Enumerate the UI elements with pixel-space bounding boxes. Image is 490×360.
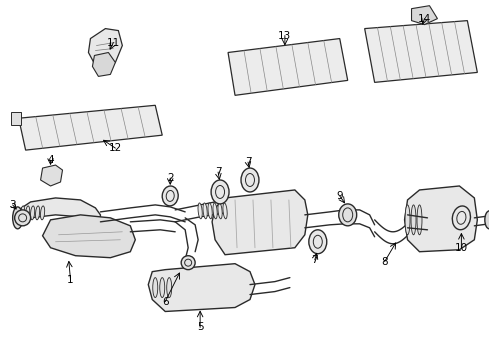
Text: 10: 10 bbox=[455, 243, 468, 253]
Ellipse shape bbox=[213, 203, 217, 219]
Text: 11: 11 bbox=[107, 37, 120, 48]
Ellipse shape bbox=[452, 206, 470, 230]
Ellipse shape bbox=[13, 207, 23, 229]
Text: 3: 3 bbox=[9, 200, 16, 210]
Polygon shape bbox=[405, 186, 477, 252]
Text: 12: 12 bbox=[109, 143, 122, 153]
Ellipse shape bbox=[198, 203, 202, 219]
Ellipse shape bbox=[405, 205, 410, 235]
Polygon shape bbox=[212, 190, 308, 255]
Polygon shape bbox=[412, 6, 438, 24]
Ellipse shape bbox=[203, 203, 207, 219]
Polygon shape bbox=[41, 165, 63, 186]
Ellipse shape bbox=[30, 206, 35, 220]
Ellipse shape bbox=[218, 203, 222, 219]
Ellipse shape bbox=[309, 230, 327, 254]
Ellipse shape bbox=[411, 205, 416, 235]
Ellipse shape bbox=[241, 168, 259, 192]
Text: 7: 7 bbox=[245, 157, 251, 167]
Text: 4: 4 bbox=[47, 155, 54, 165]
Polygon shape bbox=[11, 112, 21, 125]
Ellipse shape bbox=[339, 204, 357, 226]
Ellipse shape bbox=[21, 206, 24, 220]
Ellipse shape bbox=[160, 278, 165, 298]
Polygon shape bbox=[365, 21, 477, 82]
Ellipse shape bbox=[417, 205, 422, 235]
Ellipse shape bbox=[167, 278, 172, 298]
Polygon shape bbox=[228, 39, 348, 95]
Ellipse shape bbox=[153, 278, 158, 298]
Ellipse shape bbox=[485, 211, 490, 229]
Text: 8: 8 bbox=[381, 257, 388, 267]
Text: 9: 9 bbox=[337, 191, 343, 201]
Ellipse shape bbox=[41, 206, 45, 220]
Text: 14: 14 bbox=[418, 14, 431, 24]
Ellipse shape bbox=[208, 203, 212, 219]
Polygon shape bbox=[93, 53, 115, 76]
Text: 5: 5 bbox=[197, 323, 203, 332]
Ellipse shape bbox=[211, 180, 229, 204]
Ellipse shape bbox=[15, 210, 30, 226]
Ellipse shape bbox=[35, 206, 40, 220]
Text: 2: 2 bbox=[167, 173, 173, 183]
Text: 7: 7 bbox=[312, 255, 318, 265]
Text: 1: 1 bbox=[67, 275, 74, 285]
Ellipse shape bbox=[181, 256, 195, 270]
Polygon shape bbox=[19, 198, 100, 230]
Polygon shape bbox=[19, 105, 162, 150]
Ellipse shape bbox=[162, 186, 178, 206]
Ellipse shape bbox=[223, 203, 227, 219]
Polygon shape bbox=[148, 264, 255, 311]
Text: 7: 7 bbox=[215, 167, 221, 177]
Polygon shape bbox=[89, 28, 122, 68]
Text: 13: 13 bbox=[278, 31, 292, 41]
Text: 6: 6 bbox=[162, 297, 169, 306]
Polygon shape bbox=[43, 215, 135, 258]
Ellipse shape bbox=[25, 206, 30, 220]
